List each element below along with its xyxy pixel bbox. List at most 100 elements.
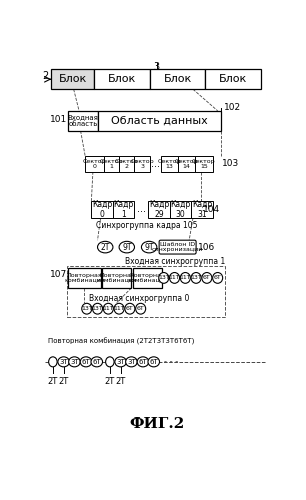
Bar [135, 156, 150, 172]
Text: Сектор
2: Сектор 2 [115, 159, 139, 169]
Bar [104, 156, 119, 172]
Text: 2Т: 2Т [115, 377, 126, 386]
Ellipse shape [80, 357, 92, 367]
Bar [113, 201, 135, 218]
Text: 6Т: 6Т [126, 306, 134, 311]
Text: 9T: 9T [144, 242, 154, 252]
Text: Входная синхрогруппа 0: Входная синхрогруппа 0 [89, 294, 189, 304]
Ellipse shape [58, 357, 69, 367]
Text: Кадр
31: Кадр 31 [192, 200, 212, 218]
Ellipse shape [98, 242, 113, 253]
Text: 101: 101 [50, 115, 67, 124]
Text: Сектор
14: Сектор 14 [174, 159, 198, 169]
Text: 13Т: 13Т [81, 306, 93, 311]
Text: Повторная
комбинация: Повторная комбинация [64, 272, 105, 283]
Text: 2T: 2T [101, 242, 110, 252]
Text: 106: 106 [198, 242, 215, 252]
Bar [119, 156, 135, 172]
Text: 6Т: 6Т [149, 359, 158, 365]
Text: 6Т: 6Т [203, 276, 211, 280]
Ellipse shape [91, 357, 103, 367]
Bar [95, 69, 150, 89]
Bar [91, 201, 113, 218]
Text: 13Т: 13Т [158, 276, 170, 280]
Bar [85, 156, 104, 172]
Text: Синхрогруппа кадра 105: Синхрогруппа кадра 105 [96, 221, 198, 230]
Text: 3Т: 3Т [116, 359, 125, 365]
Text: 2Т: 2Т [58, 377, 69, 386]
Text: Повторная комбинация (2Т2Т3Т3Т6Т6Т): Повторная комбинация (2Т2Т3Т3Т6Т6Т) [48, 338, 195, 344]
Text: Повторная
комбинация: Повторная комбинация [96, 272, 137, 283]
Text: Кадр
30: Кадр 30 [170, 200, 191, 218]
Text: Блок: Блок [163, 74, 192, 84]
Text: 102: 102 [224, 103, 241, 112]
Bar [148, 201, 170, 218]
Text: Область данных: Область данных [111, 116, 207, 126]
Text: ...: ... [137, 204, 146, 214]
Ellipse shape [106, 357, 114, 367]
Ellipse shape [202, 272, 212, 283]
Bar [98, 111, 221, 131]
Text: Сектор
0: Сектор 0 [83, 159, 106, 169]
Text: Шаблон ID
синхронизации: Шаблон ID синхронизации [152, 242, 203, 252]
Text: 3Т: 3Т [59, 359, 68, 365]
Text: 104: 104 [203, 205, 220, 214]
Text: Блок: Блок [108, 74, 136, 84]
Text: 11Т: 11Т [103, 306, 114, 311]
Text: 11Т: 11Т [113, 306, 125, 311]
Ellipse shape [92, 304, 103, 314]
Text: Блок: Блок [219, 74, 247, 84]
Ellipse shape [180, 272, 190, 283]
Ellipse shape [119, 242, 135, 253]
Text: 3Т: 3Т [70, 359, 79, 365]
Text: Кадр
0: Кадр 0 [92, 200, 112, 218]
Bar [195, 156, 213, 172]
Bar [102, 268, 131, 288]
Text: 2Т: 2Т [105, 377, 115, 386]
Text: Входная
область: Входная область [67, 114, 98, 128]
FancyBboxPatch shape [159, 240, 196, 254]
Text: Сектор
15: Сектор 15 [192, 159, 216, 169]
Text: Блок: Блок [59, 74, 87, 84]
Ellipse shape [49, 357, 57, 367]
Text: - - -: - - - [164, 358, 178, 366]
Text: ФИГ.2: ФИГ.2 [129, 417, 185, 431]
Ellipse shape [148, 357, 159, 367]
Text: 6Т: 6Т [82, 359, 90, 365]
Text: 6Т: 6Т [139, 359, 147, 365]
Bar [68, 268, 101, 288]
Text: Сектор
3: Сектор 3 [130, 159, 154, 169]
Ellipse shape [103, 304, 113, 314]
Bar [68, 111, 98, 131]
Ellipse shape [69, 357, 80, 367]
Text: 9T: 9T [122, 242, 132, 252]
Bar [161, 156, 177, 172]
Ellipse shape [126, 357, 137, 367]
Text: Сектор
1: Сектор 1 [99, 159, 123, 169]
Bar [205, 69, 261, 89]
Bar [192, 201, 213, 218]
Ellipse shape [137, 357, 149, 367]
Text: 6Т: 6Т [214, 276, 222, 280]
Text: 3Т: 3Т [127, 359, 136, 365]
Ellipse shape [213, 272, 223, 283]
Bar [133, 268, 162, 288]
Bar [150, 69, 205, 89]
Text: 103: 103 [222, 160, 240, 168]
Text: Кадр
29: Кадр 29 [149, 200, 169, 218]
Text: 107: 107 [50, 270, 67, 280]
Ellipse shape [159, 272, 169, 283]
Ellipse shape [82, 304, 92, 314]
Text: 6Т: 6Т [92, 359, 101, 365]
Text: 13Т: 13Т [92, 306, 103, 311]
Ellipse shape [125, 304, 135, 314]
Ellipse shape [141, 242, 157, 253]
Bar [51, 69, 95, 89]
Bar [67, 266, 225, 317]
Text: 6Т: 6Т [137, 306, 144, 311]
Text: ...: ... [151, 159, 160, 169]
Text: 11Т: 11Т [169, 276, 180, 280]
Ellipse shape [170, 272, 180, 283]
Bar [177, 156, 195, 172]
Ellipse shape [114, 304, 124, 314]
